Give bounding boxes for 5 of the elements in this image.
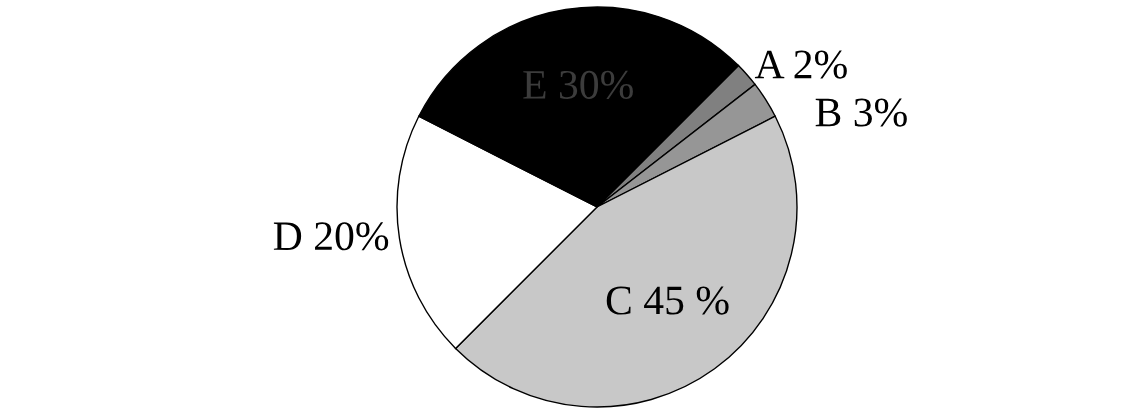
slice-label: C 45 %	[606, 286, 729, 315]
slice-label: D 20%	[273, 222, 389, 251]
slice-label: B 3%	[815, 98, 907, 127]
slice-label: E 30%	[523, 70, 633, 100]
slice-label: A 2%	[754, 50, 847, 79]
